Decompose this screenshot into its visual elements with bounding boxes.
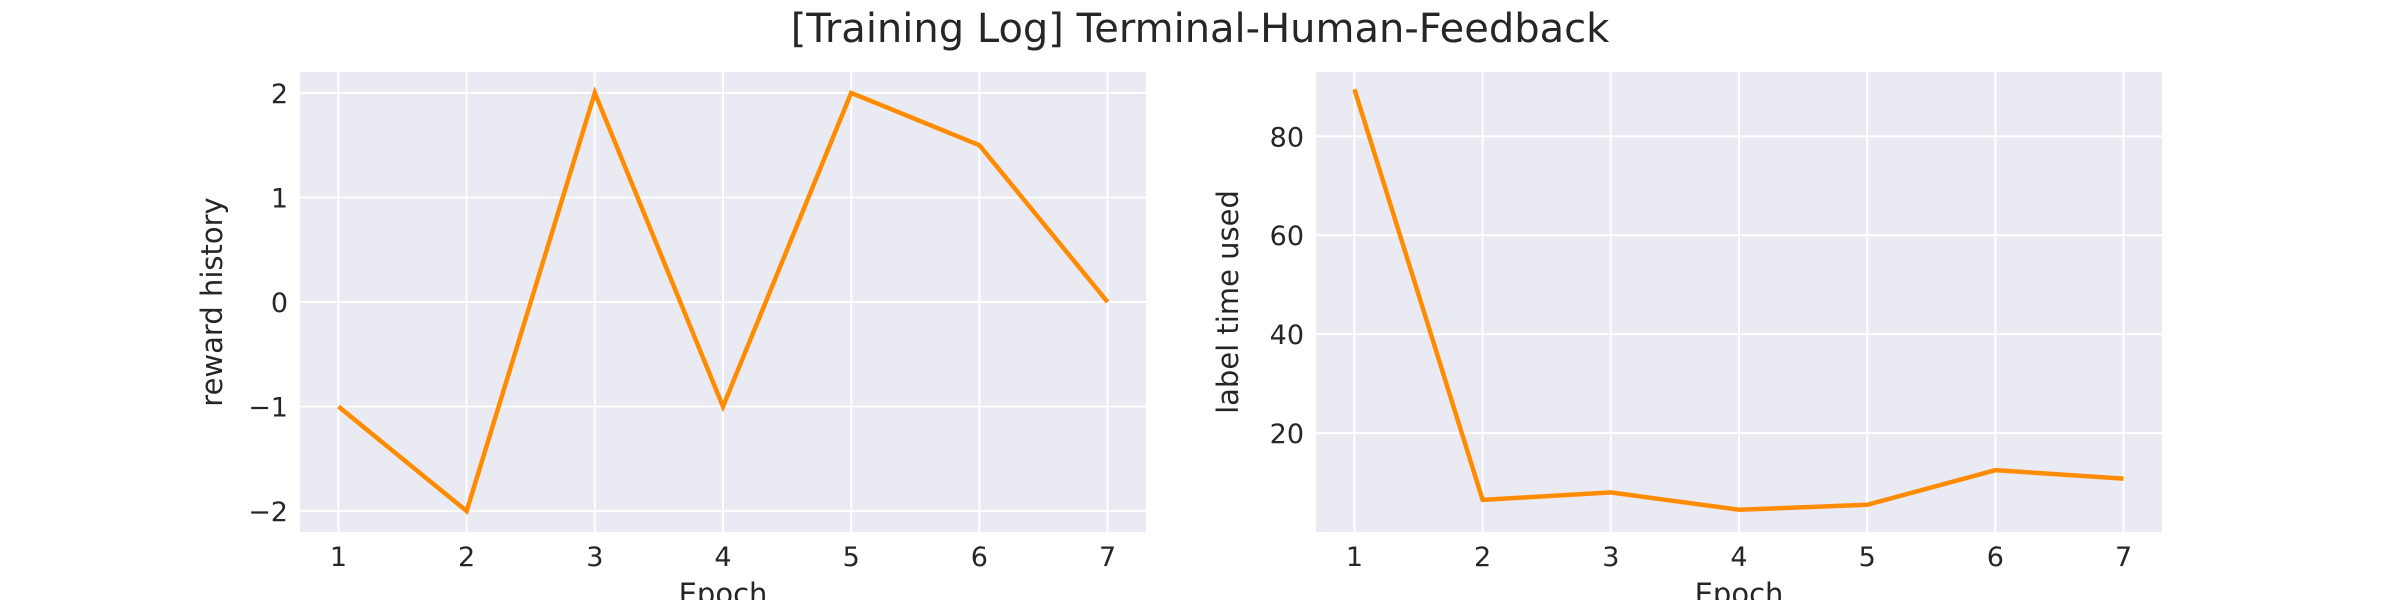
y-axis-label: label time used — [1211, 190, 1245, 414]
x-tick-label: 7 — [1099, 542, 1116, 573]
y-tick-label: 80 — [1270, 122, 1304, 153]
y-axis-label: reward history — [195, 197, 229, 406]
x-tick-label: 5 — [843, 542, 860, 573]
x-tick-label: 6 — [1987, 542, 2004, 573]
series-line — [337, 86, 1110, 515]
x-tick-label: 6 — [971, 542, 988, 573]
x-tick-label: 3 — [1602, 542, 1619, 573]
series-line — [1352, 88, 2124, 512]
x-tick-label: 4 — [1730, 542, 1747, 573]
x-tick-label: 2 — [458, 542, 475, 573]
x-tick-label: 1 — [330, 542, 347, 573]
y-tick-label: 2 — [271, 79, 288, 110]
x-tick-label: 3 — [586, 542, 603, 573]
figure-title: [Training Log] Terminal-Human-Feedback — [790, 6, 1610, 52]
reward-history-chart: 1 2 3 4 5 6 7 −2 −1 0 1 2 Epoch reward history — [195, 72, 1146, 600]
y-tick-label: −1 — [248, 393, 288, 424]
x-tick-label: 7 — [2115, 542, 2132, 573]
y-tick-label: 20 — [1270, 419, 1304, 450]
x-tick-label: 4 — [714, 542, 731, 573]
y-tick-label: 40 — [1270, 320, 1304, 351]
y-tick-label: 1 — [271, 183, 288, 214]
x-axis-label: Epoch — [679, 577, 768, 600]
x-axis-label: Epoch — [1695, 577, 1784, 600]
x-tick-label: 1 — [1346, 542, 1363, 573]
y-tick-label: 60 — [1270, 221, 1304, 252]
x-tick-label: 5 — [1859, 542, 1876, 573]
y-tick-label: 0 — [271, 288, 288, 319]
x-tick-label: 2 — [1474, 542, 1491, 573]
y-tick-label: −2 — [248, 497, 288, 528]
label-time-chart: 1 2 3 4 5 6 7 20 40 60 80 Epoch label time used — [1211, 72, 2162, 600]
